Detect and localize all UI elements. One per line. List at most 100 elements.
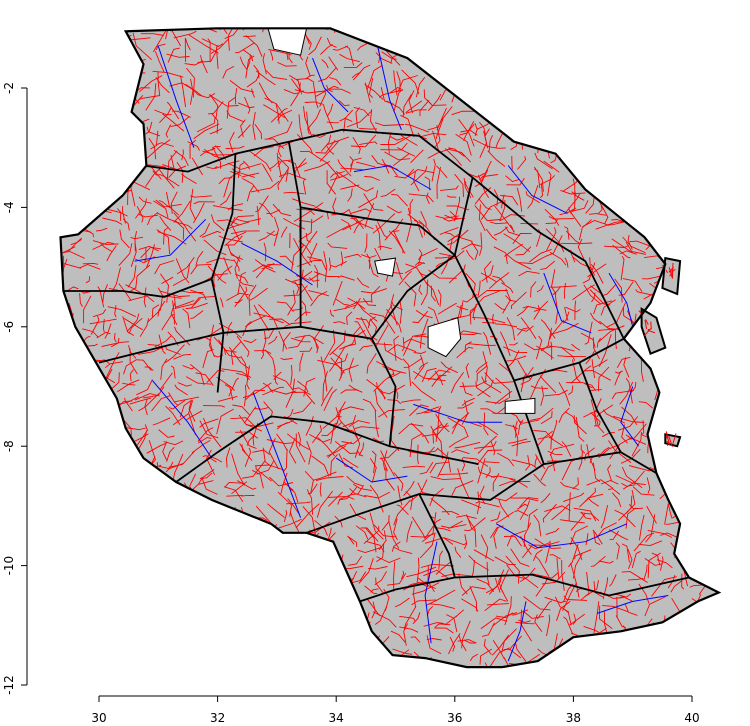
- ward-line: [225, 145, 245, 149]
- ward-line: [343, 62, 363, 68]
- ward-line: [311, 455, 330, 477]
- ward-line: [170, 191, 178, 214]
- ward-line: [227, 245, 244, 260]
- ward-line: [392, 648, 413, 655]
- ward-line: [564, 226, 570, 240]
- ward-line: [201, 477, 218, 495]
- ward-line: [253, 350, 272, 354]
- ward-line: [243, 406, 257, 424]
- ward-line: [321, 59, 329, 69]
- ward-line: [495, 323, 518, 328]
- ward-line: [315, 85, 339, 97]
- ward-line: [138, 213, 159, 218]
- ward-line: [456, 515, 477, 519]
- ward-line: [403, 357, 423, 368]
- ward-line: [230, 417, 255, 427]
- ward-line: [376, 221, 388, 238]
- ward-line: [136, 424, 149, 446]
- ward-line: [348, 209, 360, 224]
- ward-line: [293, 237, 311, 266]
- ward-line: [60, 246, 76, 257]
- ward-line: [585, 197, 595, 214]
- ward-line: [184, 37, 191, 51]
- ward-line: [557, 355, 586, 358]
- ward-line: [561, 560, 565, 591]
- ward-line: [564, 411, 579, 425]
- ward-line: [129, 348, 138, 375]
- ward-line: [193, 123, 220, 140]
- ward-line: [313, 271, 340, 278]
- ward-line: [490, 475, 516, 481]
- region-border-12: [578, 362, 622, 453]
- ward-line: [418, 362, 429, 370]
- ward-line: [448, 436, 468, 448]
- ward-line: [465, 362, 470, 379]
- ward-line: [167, 47, 180, 63]
- ward-line: [556, 601, 571, 621]
- ward-line: [334, 515, 343, 528]
- ward-line: [621, 424, 628, 444]
- ward-line: [190, 195, 212, 198]
- ward-line: [590, 312, 602, 325]
- ward-line: [227, 28, 236, 51]
- ward-line: [364, 527, 377, 553]
- ward-line: [299, 347, 313, 352]
- ward-line: [400, 399, 421, 403]
- ward-line: [364, 233, 368, 253]
- ward-line: [195, 28, 217, 33]
- ward-line: [516, 503, 529, 510]
- ward-line: [313, 264, 318, 288]
- ward-line: [549, 554, 561, 560]
- ward-line: [213, 336, 237, 353]
- ward-line: [242, 178, 260, 193]
- ward-line: [448, 633, 461, 655]
- ward-line: [185, 83, 203, 97]
- ward-line: [515, 246, 532, 256]
- ward-line: [437, 302, 457, 315]
- ward-line: [362, 298, 377, 306]
- ward-line: [275, 103, 280, 124]
- ward-line: [349, 571, 367, 584]
- ward-line: [393, 518, 398, 541]
- ward-line: [228, 377, 239, 397]
- ward-line: [97, 286, 105, 308]
- ward-line: [406, 566, 437, 578]
- ward-line: [255, 70, 276, 86]
- ward-line: [533, 430, 554, 441]
- ward-line: [383, 450, 388, 471]
- ward-line: [208, 324, 216, 357]
- ward-line: [265, 70, 288, 80]
- ward-line: [337, 494, 352, 505]
- region-border-13: [370, 338, 397, 447]
- ward-line: [578, 219, 592, 241]
- ward-line: [640, 357, 644, 382]
- ward-line: [138, 245, 160, 252]
- ward-line: [436, 165, 448, 179]
- ward-line: [530, 385, 549, 390]
- ward-line: [527, 508, 538, 530]
- ward-line: [152, 170, 161, 176]
- ward-line: [313, 471, 337, 481]
- ward-line: [312, 424, 322, 444]
- ward-line: [580, 444, 586, 454]
- ward-line: [399, 615, 416, 622]
- ward-line: [569, 191, 576, 214]
- ward-line: [308, 277, 320, 282]
- ward-line: [448, 147, 465, 157]
- ward-line: [151, 395, 171, 412]
- ward-line: [212, 205, 243, 211]
- ward-line: [304, 160, 331, 172]
- ward-line: [278, 172, 307, 181]
- ward-line: [598, 334, 612, 367]
- ward-line: [628, 503, 644, 510]
- ward-line: [245, 389, 266, 400]
- ward-line: [423, 622, 444, 627]
- ward-line: [197, 437, 212, 444]
- ward-line: [409, 404, 429, 417]
- ward-line: [157, 71, 161, 96]
- district-border-17: [335, 457, 408, 483]
- ward-line: [207, 265, 227, 284]
- x-tick-label: 38: [566, 711, 581, 725]
- ward-line: [252, 264, 274, 273]
- ward-line: [273, 371, 282, 381]
